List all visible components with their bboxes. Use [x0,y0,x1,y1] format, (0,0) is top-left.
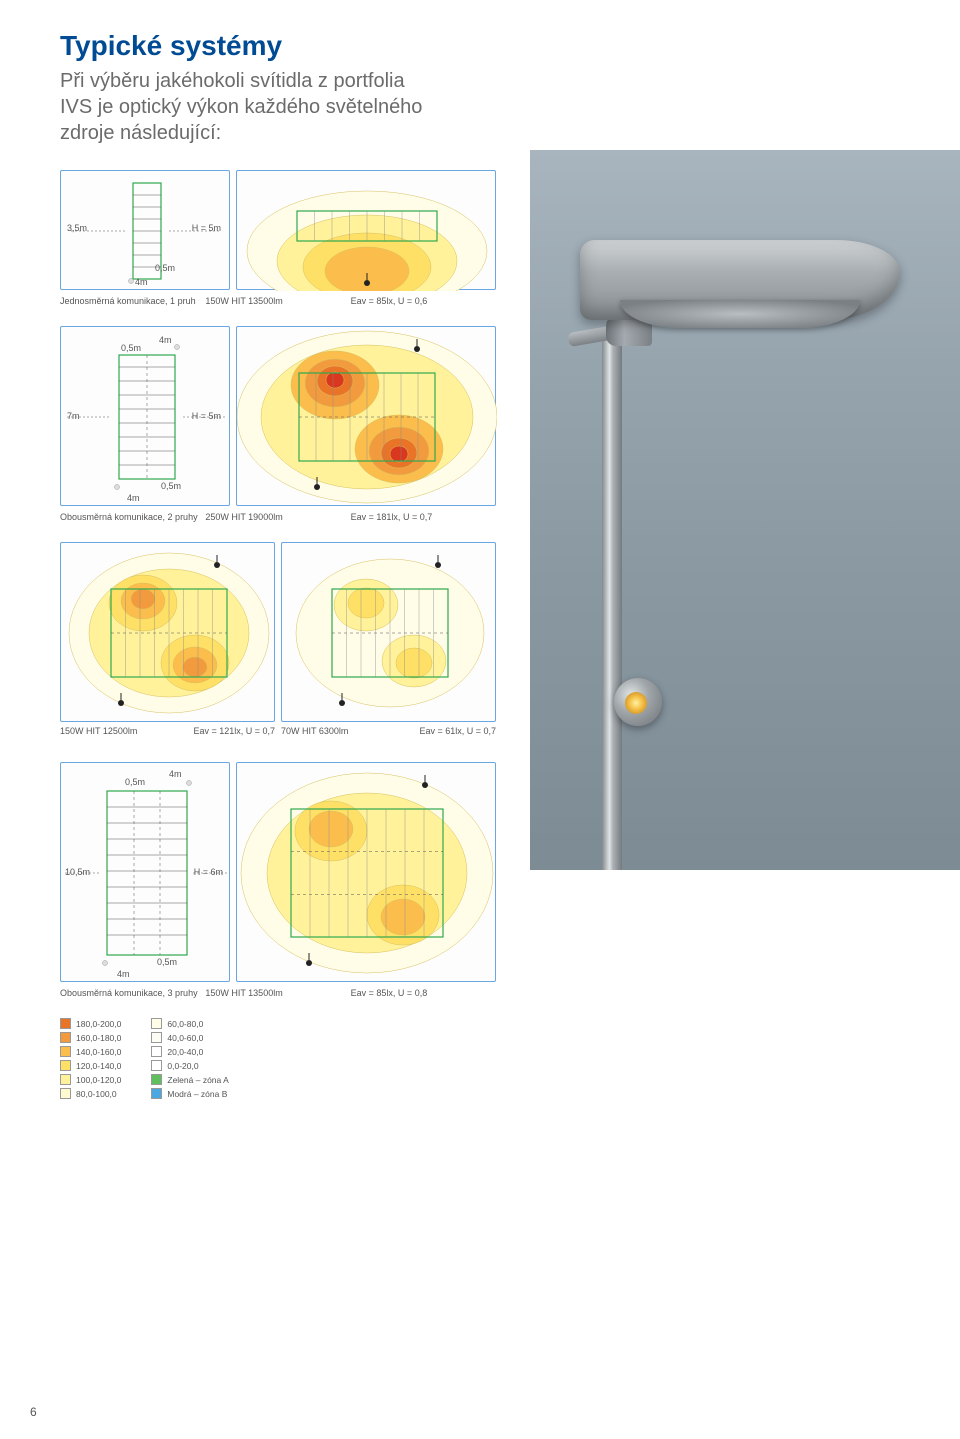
legend-item: 160,0-180,0 [60,1032,121,1043]
dim-label: 0,5m [155,263,175,273]
dim-label: 0,5m [121,343,141,353]
streetlight-photo [530,150,960,870]
legend: 180,0-200,0 160,0-180,0 140,0-160,0 120,0-1… [60,1018,500,1099]
caption-row1: Jednosměrná komunikace, 1 pruh 150W HIT … [60,296,496,306]
page-title: Typické systémy [60,30,500,62]
legend-item: 120,0-140,0 [60,1060,121,1071]
caption-text: Eav = 121lx, U = 0,7 [193,726,275,736]
dim-label: 4m [135,277,148,287]
caption-text: 150W HIT 12500lm [60,726,137,736]
dim-label: 4m [169,769,182,779]
legend-item: 180,0-200,0 [60,1018,121,1029]
caption-text: 250W HIT 19000lm [205,512,350,522]
dim-label: 10,5m [65,867,90,877]
dim-label: 4m [117,969,130,979]
dim-label: 0,5m [161,481,181,491]
contour-2lane-70w [281,542,496,722]
caption-text: Obousměrná komunikace, 3 pruhy [60,988,205,998]
subtitle-line: Při výběru jakéhokoli svítidla z portfol… [60,70,405,92]
contour-1lane-150w [236,170,496,290]
legend-item: 20,0-40,0 [151,1046,228,1057]
caption-row4: Obousměrná komunikace, 3 pruhy 150W HIT … [60,988,496,998]
schematic-1lane: 3,5m H = 5m 0,5m 4m [60,170,230,290]
caption-text: Eav = 181lx, U = 0,7 [351,512,496,522]
legend-item: 40,0-60,0 [151,1032,228,1043]
dim-label: 0,5m [157,957,177,967]
caption-text: 70W HIT 6300lm [281,726,348,736]
caption-row2: Obousměrná komunikace, 2 pruhy 250W HIT … [60,512,496,522]
caption-text: Eav = 61lx, U = 0,7 [419,726,496,736]
caption-text: Eav = 85lx, U = 0,8 [351,988,496,998]
caption-text: 150W HIT 13500lm [205,988,350,998]
caption-text: Eav = 85lx, U = 0,6 [351,296,496,306]
legend-item: 100,0-120,0 [60,1074,121,1085]
subtitle-line: IVS je optický výkon každého světelného [60,96,422,118]
caption-row3a: 150W HIT 12500lm Eav = 121lx, U = 0,7 [60,726,275,736]
dim-label: 0,5m [125,777,145,787]
dim-label: H = 5m [192,223,221,233]
contour-2lane-150w [60,542,275,722]
dim-label: 7m [67,411,80,421]
dim-label: 3,5m [67,223,87,233]
legend-item: 140,0-160,0 [60,1046,121,1057]
page-subtitle: Při výběru jakéhokoli svítidla z portfol… [60,68,480,146]
legend-item: Zelená – zóna A [151,1074,228,1085]
dim-label: 4m [159,335,172,345]
subtitle-line: zdroje následující: [60,122,221,144]
caption-text: Obousměrná komunikace, 2 pruhy [60,512,205,522]
legend-item: 80,0-100,0 [60,1088,121,1099]
dim-label: H = 5m [192,411,221,421]
contour-2lane-250w [236,326,496,506]
dim-label: H = 6m [194,867,223,877]
legend-item: 0,0-20,0 [151,1060,228,1071]
schematic-2lane: 7m H = 5m 4m 0,5m 4m 0,5m [60,326,230,506]
page-number: 6 [30,1405,37,1419]
legend-column: 60,0-80,0 40,0-60,0 20,0-40,0 0,0-20,0 Zelen… [151,1018,228,1099]
caption-text: 150W HIT 13500lm [205,296,350,306]
dim-label: 4m [127,493,140,503]
legend-item: 60,0-80,0 [151,1018,228,1029]
schematic-3lane: 10,5m H = 6m 4m 0,5m 4m 0,5m [60,762,230,982]
caption-row3b: 70W HIT 6300lm Eav = 61lx, U = 0,7 [281,726,496,736]
caption-text: Jednosměrná komunikace, 1 pruh [60,296,205,306]
contour-3lane-150w [236,762,496,982]
legend-column: 180,0-200,0 160,0-180,0 140,0-160,0 120,0-1… [60,1018,121,1099]
legend-item: Modrá – zóna B [151,1088,228,1099]
